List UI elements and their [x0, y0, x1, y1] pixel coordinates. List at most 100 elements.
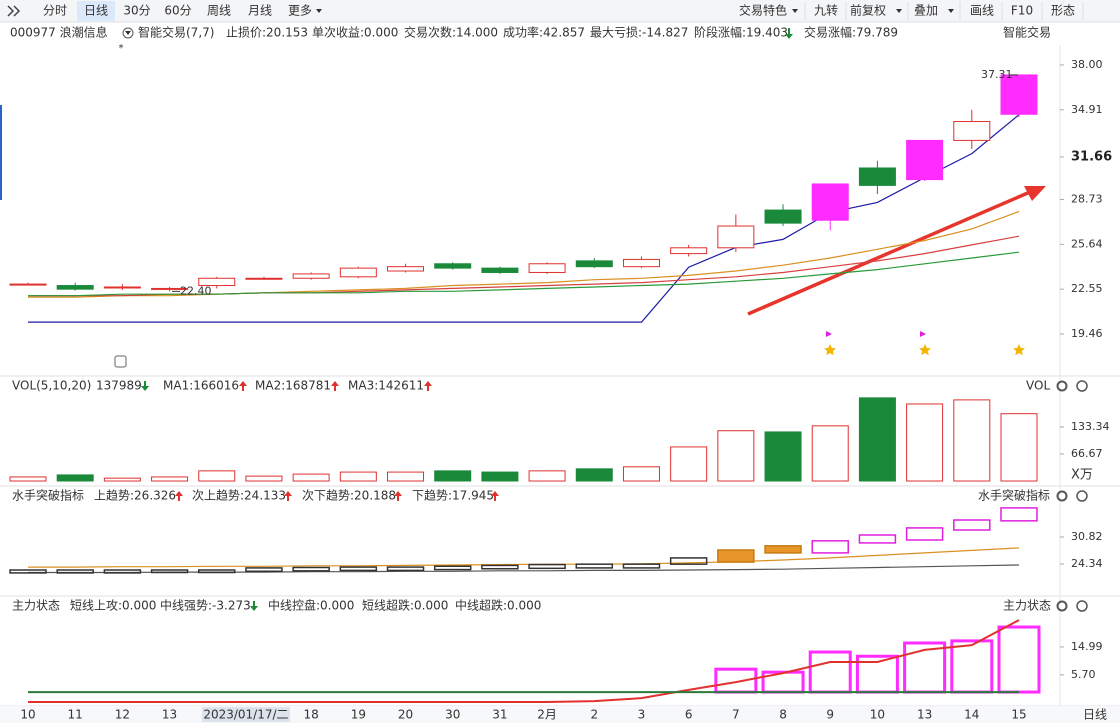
- toolbar-button[interactable]: 交易特色: [739, 3, 787, 18]
- dropdown-circle[interactable]: [122, 27, 134, 39]
- signal-markers: [824, 331, 1025, 356]
- x-tick-label: 30: [445, 708, 460, 722]
- close-icon[interactable]: [1076, 380, 1088, 392]
- y-tick-label: 19.46: [1071, 327, 1103, 340]
- volume-bar: [481, 471, 519, 482]
- down-arrow: [785, 28, 793, 39]
- trend-box: [905, 527, 944, 541]
- force-item: 短线超跌:0.000: [362, 598, 448, 613]
- x-tick-label: 10: [20, 708, 35, 722]
- candle-body: [811, 183, 849, 221]
- up-arrow: [175, 491, 183, 501]
- trend-box: [1000, 507, 1038, 522]
- tool-icon[interactable]: [114, 355, 127, 368]
- y-tick-label: 5.70: [1071, 668, 1096, 681]
- star: [824, 344, 836, 356]
- trend-box: [245, 567, 283, 573]
- volume-bar: [292, 473, 330, 482]
- trend-box: [433, 565, 472, 571]
- volume-bar: [811, 425, 849, 482]
- volume-bar: [953, 399, 991, 482]
- toolbar-button[interactable]: 叠加: [914, 4, 938, 18]
- volume-bar: [198, 470, 236, 482]
- toolbar-button[interactable]: F10: [1011, 4, 1033, 18]
- y-tick-label: 14.99: [1071, 640, 1103, 653]
- volume-bar: [906, 403, 944, 482]
- x-tick-label: 13: [162, 708, 177, 722]
- gear-icon[interactable]: [1056, 490, 1068, 502]
- info-item: 成功率:42.857: [503, 25, 585, 40]
- trend-box: [764, 545, 802, 554]
- star: [1013, 344, 1025, 356]
- y-tick-label: 133.34: [1071, 420, 1110, 433]
- indicator-line: [28, 235, 1020, 297]
- x-tick-label: 14: [964, 708, 979, 722]
- info-item: 阶段涨幅:19.403: [694, 25, 788, 40]
- toolbar-button[interactable]: 前复权: [850, 3, 886, 18]
- max-label: 37.31: [981, 68, 1013, 81]
- toolbar-tab[interactable]: 日线: [84, 4, 108, 18]
- x-tick-label: 18: [303, 708, 318, 722]
- candle-body: [764, 209, 802, 224]
- stock-name: 000977 浪潮信息: [10, 25, 108, 40]
- panel-label: 智能交易: [1003, 25, 1051, 40]
- volume-bar: [858, 397, 896, 482]
- candle-body: [528, 263, 566, 273]
- y-tick-label: 66.67: [1071, 447, 1103, 460]
- indicator-name: 智能交易(7,7): [138, 25, 214, 40]
- gear-icon[interactable]: [1056, 380, 1068, 392]
- y-tick-label: 34.91: [1071, 103, 1103, 116]
- dropdown-arrow: [948, 9, 954, 13]
- vol-last: 137989: [96, 379, 142, 393]
- panel-header: 主力状态: [12, 599, 60, 613]
- toolbar-tab[interactable]: 分时: [43, 4, 67, 18]
- panel-label: VOL: [1026, 379, 1050, 393]
- up-arrow: [239, 381, 247, 391]
- toolbar-tab[interactable]: 60分: [164, 4, 191, 18]
- y-tick-label: 38.00: [1071, 58, 1103, 71]
- volume-bar: [528, 470, 566, 482]
- trend-box: [811, 540, 849, 554]
- toolbar-tab[interactable]: 30分: [123, 4, 150, 18]
- active-tab: [77, 1, 115, 21]
- y-tick-label: 25.64: [1071, 237, 1103, 250]
- indicator-line: [28, 564, 1020, 574]
- toolbar-tab[interactable]: 更多: [288, 4, 312, 18]
- sailor-item: 上趋势:26.326: [94, 489, 176, 503]
- toolbar-button[interactable]: 画线: [970, 4, 994, 18]
- candle-body: [56, 285, 94, 290]
- toolbar-button[interactable]: 九转: [814, 3, 838, 18]
- indicator-line: [28, 251, 1020, 297]
- force-item: 中线强势:-3.273: [160, 598, 251, 613]
- toolbar-tab[interactable]: 周线: [207, 4, 231, 18]
- x-tick-label: 9: [826, 708, 834, 722]
- candle-body: [292, 273, 330, 279]
- candle-body: [9, 283, 47, 286]
- trend-box: [386, 566, 425, 572]
- trend-box: [339, 566, 378, 572]
- gear-icon[interactable]: [1056, 600, 1068, 612]
- candle-body: [953, 121, 991, 141]
- x-tick-label: 7: [732, 708, 740, 722]
- x-tick-label: 10: [870, 708, 885, 722]
- unit-label: X万: [1071, 468, 1093, 483]
- volume-bar: [56, 474, 94, 482]
- close-icon[interactable]: [1076, 600, 1088, 612]
- y-tick-label: 28.73: [1071, 192, 1103, 205]
- toolbar-button[interactable]: 形态: [1051, 4, 1075, 18]
- volume-bar: [622, 466, 660, 482]
- down-arrow: [250, 601, 258, 611]
- x-tick-label: 2: [590, 708, 598, 722]
- candle-body: [717, 225, 755, 249]
- toolbar-tab[interactable]: 月线: [248, 4, 272, 18]
- candle-body: [339, 267, 377, 278]
- close-icon[interactable]: [1076, 490, 1088, 502]
- panel-header: 水手突破指标: [12, 488, 84, 503]
- collapse-icon[interactable]: [7, 5, 21, 17]
- candle-body: [198, 277, 236, 287]
- vol-ma: MA1:166016: [163, 379, 239, 393]
- candle-body: [670, 247, 708, 255]
- candle-body: [906, 139, 944, 181]
- indicator-line: [28, 547, 1020, 568]
